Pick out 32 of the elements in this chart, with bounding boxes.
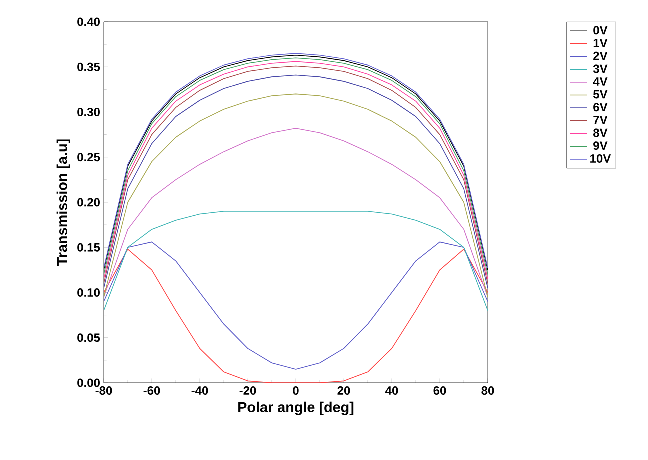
y-axis-title: Transmission [a.u]: [56, 140, 70, 266]
y-tick-label: 0.30: [78, 108, 100, 117]
legend-label: 1V: [594, 39, 608, 48]
x-tick-label: 80: [482, 386, 494, 396]
legend-label: 7V: [594, 116, 608, 124]
legend-label: 3V: [593, 64, 608, 74]
x-tick-label: 20: [338, 386, 350, 396]
legend-label: 2V: [594, 52, 608, 60]
x-axis-title: Polar angle [deg]: [238, 402, 354, 416]
x-tick-label: -80: [96, 386, 112, 396]
x-tick-label: 40: [386, 386, 398, 396]
x-tick-label: 60: [434, 386, 446, 396]
y-tick-label: 0.40: [78, 18, 100, 26]
y-tick-label: 0.05: [78, 334, 100, 342]
y-tick-label: 0.10: [78, 288, 100, 297]
legend-label: 9V: [594, 142, 608, 150]
line-series: [104, 128, 488, 298]
legend-label: 0V: [594, 26, 608, 35]
y-tick-label: 0.20: [78, 198, 100, 207]
y-tick-label: 0.15: [78, 243, 100, 252]
legend-label: 8V: [594, 128, 608, 138]
legend-label: 4V: [593, 78, 608, 86]
y-tick-label: 0.35: [78, 62, 100, 72]
x-tick-label: -60: [144, 386, 160, 396]
legend-label: 5V: [594, 90, 608, 99]
x-tick-label: 0: [293, 386, 299, 396]
x-tick-label: -20: [240, 386, 256, 396]
legend-label: 6V: [594, 103, 608, 112]
x-tick-label: -40: [192, 386, 208, 396]
y-tick-label: 0.00: [78, 378, 100, 388]
legend-label: 10V: [590, 154, 612, 163]
y-tick-label: 0.25: [78, 153, 100, 162]
